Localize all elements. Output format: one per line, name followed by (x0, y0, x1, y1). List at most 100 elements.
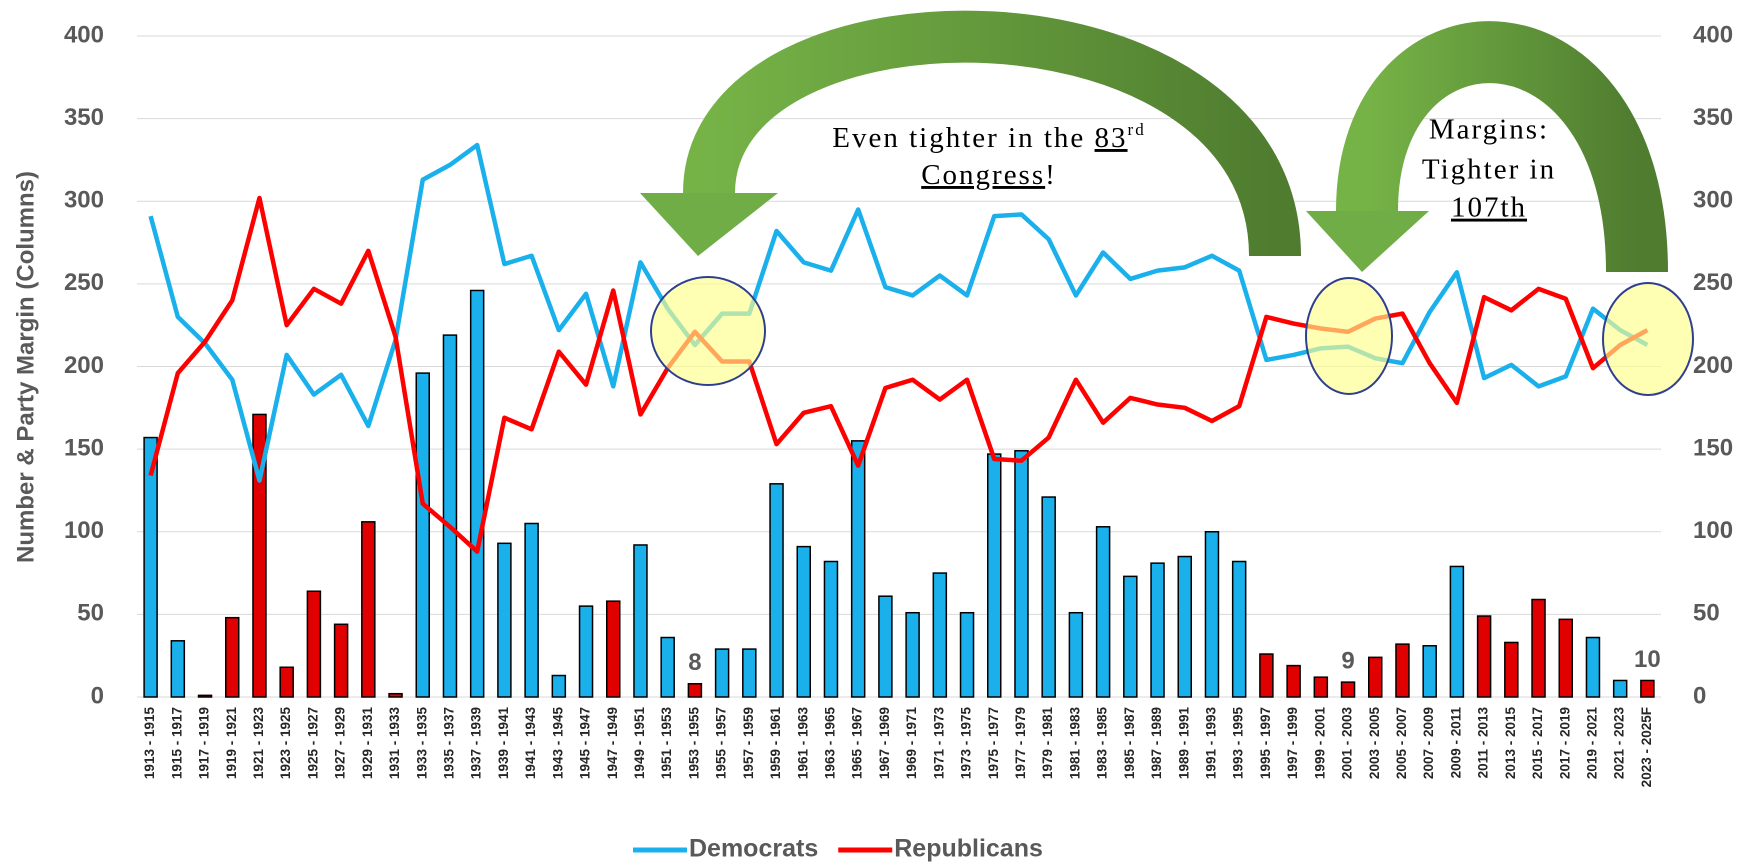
highlight (651, 277, 765, 385)
bar (1314, 677, 1327, 697)
data-label: 10 (1634, 646, 1661, 673)
y-tick-label: 150 (64, 434, 104, 461)
y2-tick-label: 350 (1693, 104, 1733, 131)
annotation-text: rd (1128, 120, 1146, 139)
bar (1260, 654, 1273, 697)
x-tick-label: 1973 - 1975 (959, 707, 974, 780)
bar (1478, 616, 1491, 697)
x-tick-label: 2021 - 2023 (1612, 707, 1627, 780)
x-tick-label: 1951 - 1953 (659, 707, 674, 780)
annotation-text: Even tighter in the (832, 122, 1094, 154)
x-tick-label: 1963 - 1965 (823, 707, 838, 780)
line (151, 198, 1648, 552)
y-tick-label: 0 (91, 682, 104, 709)
annotation: Tighter in (1422, 154, 1556, 186)
bar (171, 641, 184, 697)
highlight (1603, 283, 1693, 395)
x-tick-label: 1917 - 1919 (197, 707, 212, 779)
data-label: 8 (688, 649, 701, 676)
legend-label: Republicans (894, 835, 1043, 863)
x-tick-label: 1937 - 1939 (469, 707, 484, 779)
bar (688, 684, 701, 697)
x-tick-label: 1935 - 1937 (442, 707, 457, 779)
bar (1423, 646, 1436, 697)
annotation: Congress! (921, 159, 1057, 191)
bar (1233, 561, 1246, 697)
bar (1369, 657, 1382, 697)
x-tick-label: 1965 - 1967 (850, 707, 865, 779)
bar (199, 695, 212, 697)
bar (362, 522, 375, 697)
x-tick-label: 2003 - 2005 (1367, 707, 1382, 780)
bar (1614, 680, 1627, 697)
y-tick-label: 200 (64, 352, 104, 379)
y-tick-label: 300 (64, 187, 104, 214)
bar (1151, 563, 1164, 697)
x-tick-label: 1919 - 1921 (224, 707, 239, 780)
bar (906, 613, 919, 697)
x-tick-label: 1995 - 1997 (1258, 707, 1273, 779)
x-tick-label: 1975 - 1977 (986, 707, 1001, 779)
x-tick-label: 2009 - 2011 (1448, 707, 1463, 779)
bar (416, 373, 429, 697)
bar (471, 290, 484, 697)
legend: Democrats Republicans (633, 835, 1043, 863)
bar (226, 618, 239, 697)
data-label: 9 (1341, 647, 1354, 674)
annotation: Margins: (1429, 114, 1549, 146)
bar (525, 523, 538, 697)
bar (389, 694, 402, 697)
x-tick-label: 1957 - 1959 (741, 707, 756, 779)
line (151, 145, 1648, 480)
bar (1097, 527, 1110, 697)
bar (852, 441, 865, 697)
x-tick-label: 1955 - 1957 (714, 707, 729, 779)
x-tick-label: 2015 - 2017 (1530, 707, 1545, 779)
x-tick-label: 1977 - 1979 (1013, 707, 1028, 779)
x-tick-label: 1981 - 1983 (1067, 707, 1082, 780)
y2-tick-label: 100 (1693, 517, 1733, 544)
x-tick-label: 1997 - 1999 (1285, 707, 1300, 779)
annotation-text: ! (1045, 159, 1057, 191)
x-tick-label: 2005 - 2007 (1394, 707, 1409, 779)
bar (824, 561, 837, 697)
x-tick-label: 1999 - 2001 (1312, 707, 1327, 780)
bar (1124, 576, 1137, 697)
x-tick-label: 1969 - 1971 (904, 707, 919, 780)
x-tick-label: 1991 - 1993 (1204, 707, 1219, 780)
legend-label: Democrats (689, 835, 818, 863)
bars (144, 290, 1654, 697)
bar (1178, 557, 1191, 697)
x-tick-label: 1925 - 1927 (305, 707, 320, 779)
bar (1396, 644, 1409, 697)
x-tick-label: 2017 - 2019 (1557, 707, 1572, 779)
x-tick-label: 1985 - 1987 (1122, 707, 1137, 779)
bar (743, 649, 756, 697)
x-tick-label: 1961 - 1963 (795, 707, 810, 780)
y2-tick-label: 400 (1693, 21, 1733, 48)
bar (580, 606, 593, 697)
bar (879, 596, 892, 697)
y-tick-label: 350 (64, 104, 104, 131)
bar (988, 454, 1001, 697)
bar (144, 438, 157, 697)
x-tick-label: 1931 - 1933 (387, 707, 402, 780)
chart: Even tighter in the 83rd Congress! Margi… (0, 0, 1758, 866)
x-tick-label: 1983 - 1985 (1095, 707, 1110, 780)
bar (716, 649, 729, 697)
x-tick-label: 1953 - 1955 (686, 707, 701, 780)
bar (498, 543, 511, 697)
bar (552, 676, 565, 697)
x-tick-label: 1921 - 1923 (251, 707, 266, 780)
x-tick-label: 1989 - 1991 (1176, 707, 1191, 780)
x-tick-label: 1971 - 1973 (931, 707, 946, 780)
x-tick-label: 1949 - 1951 (632, 707, 647, 780)
bar (1287, 666, 1300, 697)
bar (797, 547, 810, 697)
y-tick-label: 400 (64, 21, 104, 48)
x-tick-label: 2001 - 2003 (1340, 707, 1355, 780)
annotation: 107th (1451, 192, 1527, 224)
bar (961, 613, 974, 697)
highlight-circles (651, 277, 1693, 395)
bar (1505, 642, 1518, 697)
